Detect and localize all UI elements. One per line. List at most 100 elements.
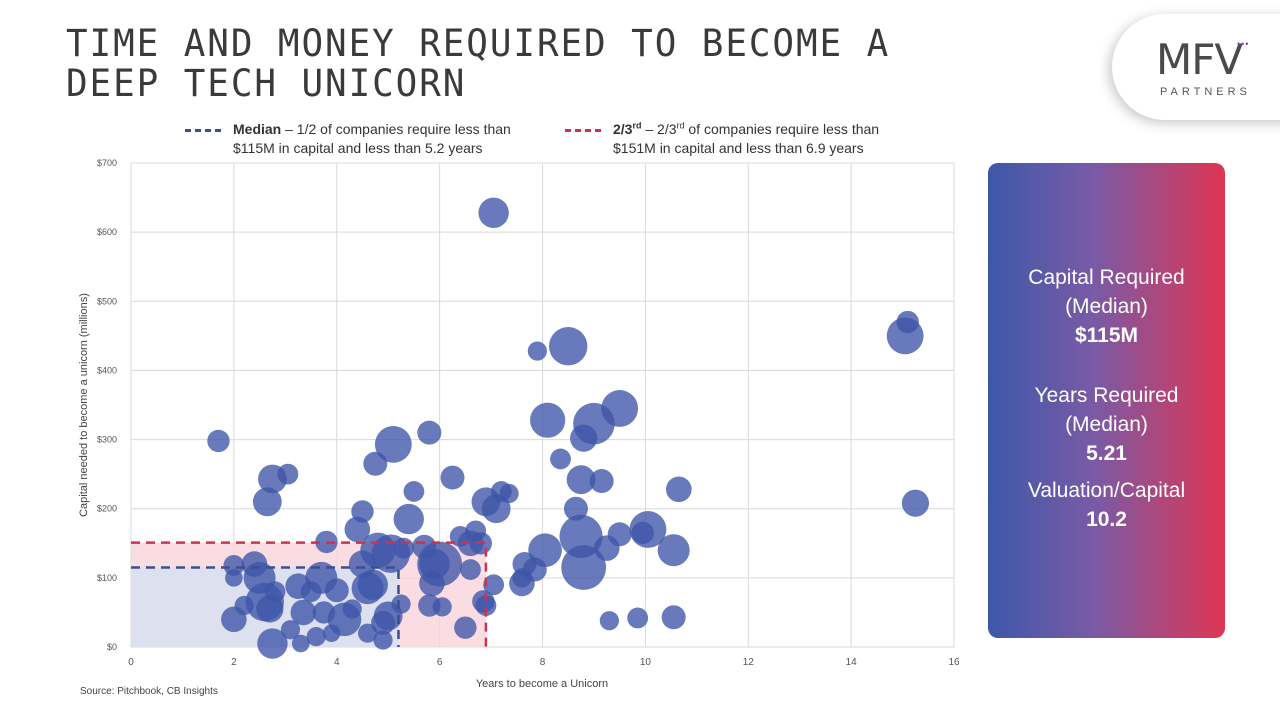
data-point bbox=[896, 310, 919, 334]
data-point bbox=[478, 197, 509, 228]
y-axis-label: Capital needed to become a unicorn (mill… bbox=[78, 293, 90, 517]
x-tick-label: 4 bbox=[334, 657, 340, 668]
capital-label-2: (Median) bbox=[1065, 295, 1148, 318]
data-points bbox=[207, 197, 930, 659]
data-point bbox=[629, 511, 667, 548]
legend-median-line1: – 1/2 of companies require less than bbox=[281, 121, 511, 137]
valuation-label: Valuation/Capital bbox=[1027, 479, 1186, 502]
data-point bbox=[264, 581, 286, 603]
data-point bbox=[291, 634, 310, 653]
page-title: TIME AND MONEY REQUIRED TO BECOME A DEEP… bbox=[66, 24, 939, 104]
threshold-lines bbox=[131, 541, 488, 647]
y-tick-label: $600 bbox=[97, 227, 117, 237]
legend-two-thirds-bold: 2/3rd bbox=[613, 120, 642, 137]
data-point bbox=[374, 426, 412, 463]
legend-two-thirds-text: 2/3rd – 2/3rd of companies require less … bbox=[613, 120, 943, 158]
data-point bbox=[599, 611, 619, 631]
valuation-block: Valuation/Capital 10.2 bbox=[988, 476, 1225, 534]
legend-two-thirds-line2: $151M in capital and less than 6.9 years bbox=[613, 140, 864, 156]
y-tick-label: $700 bbox=[97, 158, 117, 168]
data-point bbox=[342, 599, 362, 619]
data-point bbox=[527, 341, 547, 361]
data-point bbox=[324, 578, 349, 603]
data-point bbox=[357, 569, 388, 600]
y-tick-label: $300 bbox=[97, 435, 117, 445]
data-point bbox=[550, 448, 571, 470]
years-label-1: Years Required bbox=[1034, 384, 1179, 407]
data-point bbox=[549, 327, 588, 366]
legend-two-thirds-line1: of companies require less than bbox=[684, 121, 880, 137]
legend-two-thirds-mid-sup: rd bbox=[676, 120, 685, 131]
x-tick-label: 0 bbox=[128, 657, 134, 668]
data-point bbox=[403, 481, 425, 502]
data-point bbox=[358, 623, 378, 643]
y-tick-label: $400 bbox=[97, 365, 117, 375]
data-point bbox=[601, 390, 639, 427]
data-point bbox=[344, 516, 371, 543]
x-tick-label: 10 bbox=[640, 657, 652, 668]
data-point bbox=[373, 630, 393, 650]
legend-median-line2: $115M in capital and less than 5.2 years bbox=[233, 140, 483, 156]
logo-subtitle: PARTNERS bbox=[1160, 86, 1251, 98]
data-point bbox=[440, 465, 465, 490]
data-point bbox=[454, 616, 477, 639]
title-line-1: TIME AND MONEY REQUIRED TO BECOME A bbox=[66, 22, 891, 65]
data-point bbox=[207, 429, 230, 453]
source-note: Source: Pitchbook, CB Insights bbox=[80, 686, 218, 697]
data-point bbox=[528, 533, 562, 567]
x-tick-label: 16 bbox=[948, 657, 960, 668]
x-tick-label: 14 bbox=[846, 657, 858, 668]
data-point bbox=[417, 420, 442, 445]
data-point bbox=[627, 607, 649, 629]
company-logo: MFV ••• PARTNERS bbox=[1112, 14, 1280, 120]
data-point bbox=[483, 574, 505, 596]
data-point bbox=[661, 605, 686, 630]
data-point bbox=[290, 599, 317, 626]
capital-block: Capital Required (Median) $115M bbox=[988, 263, 1225, 350]
x-tick-label: 12 bbox=[743, 657, 755, 668]
legend-median-text: Median – 1/2 of companies require less t… bbox=[233, 120, 563, 158]
data-point bbox=[561, 545, 607, 590]
data-point bbox=[393, 537, 415, 559]
capital-label-1: Capital Required bbox=[1028, 266, 1185, 289]
data-point bbox=[657, 534, 690, 567]
capital-value: $115M bbox=[1074, 324, 1139, 347]
data-point bbox=[221, 606, 247, 633]
data-point bbox=[563, 496, 588, 521]
y-tick-label: $0 bbox=[107, 642, 117, 652]
data-point bbox=[530, 402, 566, 438]
legend-two-thirds-dash bbox=[565, 129, 601, 132]
y-tick-label: $500 bbox=[97, 296, 117, 306]
summary-panel: Capital Required (Median) $115M Years Re… bbox=[988, 163, 1225, 638]
data-point bbox=[391, 594, 411, 614]
x-tick-label: 8 bbox=[540, 657, 546, 668]
data-point bbox=[417, 541, 463, 587]
years-value: 5.21 bbox=[1086, 442, 1127, 465]
data-point bbox=[280, 620, 301, 640]
title-line-2: DEEP TECH UNICORN bbox=[66, 62, 467, 105]
data-point bbox=[225, 569, 243, 587]
years-block: Years Required (Median) 5.21 bbox=[988, 381, 1225, 468]
logo-dots-icon: ••• bbox=[1237, 39, 1250, 49]
data-point bbox=[607, 522, 632, 547]
data-point bbox=[666, 476, 692, 503]
data-point bbox=[252, 487, 282, 517]
y-tick-label: $100 bbox=[97, 573, 117, 583]
data-point bbox=[223, 555, 245, 576]
years-label-2: (Median) bbox=[1065, 413, 1148, 436]
data-point bbox=[277, 463, 299, 485]
scatter-chart: 0 2 4 6 8 10 12 14 16 $0 $100 $200 $300 $400 $500 $600 $… bbox=[78, 158, 960, 690]
y-tick-label: $200 bbox=[97, 504, 117, 514]
data-point bbox=[432, 597, 452, 617]
data-point bbox=[393, 503, 424, 535]
x-tick-label: 2 bbox=[231, 657, 237, 668]
legend-median-bold: Median bbox=[233, 121, 282, 137]
median-threshold-line bbox=[131, 566, 400, 647]
legend-two-thirds-mid: – 2/3 bbox=[641, 121, 677, 137]
data-point bbox=[256, 595, 284, 623]
valuation-value: 10.2 bbox=[1086, 508, 1127, 531]
axis-ticks: 0 2 4 6 8 10 12 14 16 $0 $100 $200 $300 $400 $500 $600 $… bbox=[97, 158, 960, 668]
two-thirds-threshold-line bbox=[131, 541, 488, 647]
legend-median-dash bbox=[185, 129, 221, 132]
data-point bbox=[306, 627, 326, 647]
